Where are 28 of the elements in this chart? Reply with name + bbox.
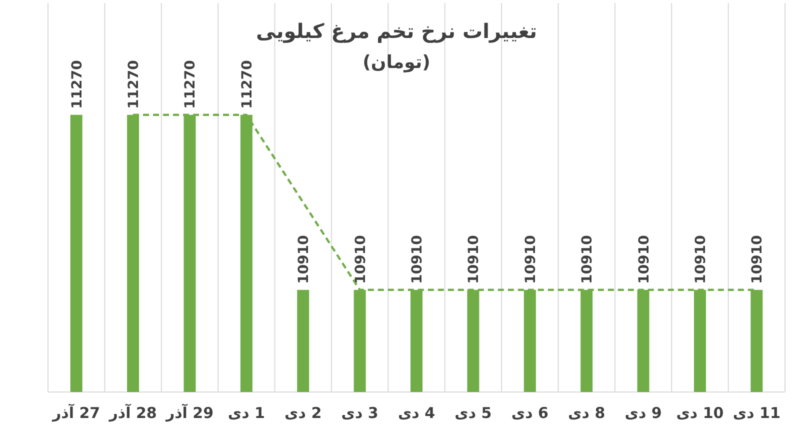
data-label: 10910 (636, 234, 652, 284)
x-tick-label: 8 دی (568, 404, 606, 422)
data-label: 10910 (580, 234, 596, 284)
data-label: 11270 (182, 60, 199, 109)
data-label: 11270 (126, 60, 142, 109)
data-label: 10910 (410, 234, 426, 284)
data-label: 10910 (692, 234, 709, 284)
x-tick-label: 9 دی (624, 404, 662, 422)
data-label: 10910 (296, 234, 312, 284)
data-label: 11270 (239, 60, 256, 109)
data-label: 10910 (522, 234, 539, 284)
data-label: 11270 (69, 60, 86, 109)
text: تغییرات نرخ تخم مرغ کیلویی (256, 19, 538, 43)
text: (تومان) (362, 52, 430, 73)
x-tick-label: 5 دی (454, 404, 492, 422)
x-tick-label: 6 دی (511, 404, 548, 422)
x-tick-label: 29 آذر (164, 403, 214, 422)
x-tick-label: 1 دی (228, 404, 265, 422)
x-tick-label: 3 دی (341, 404, 378, 422)
data-label: 10910 (352, 234, 369, 284)
x-tick-label: 2 دی (284, 404, 322, 422)
x-tick-label: 10 دی (676, 404, 724, 422)
x-tick-label: 4 دی (398, 404, 436, 422)
x-tick-label: 27 آذر (52, 403, 100, 422)
data-label: 10910 (466, 234, 482, 284)
data-label: 10910 (750, 234, 766, 284)
x-tick-label: 11 دی (732, 404, 780, 422)
x-tick-label: 28 آذر (108, 403, 157, 422)
